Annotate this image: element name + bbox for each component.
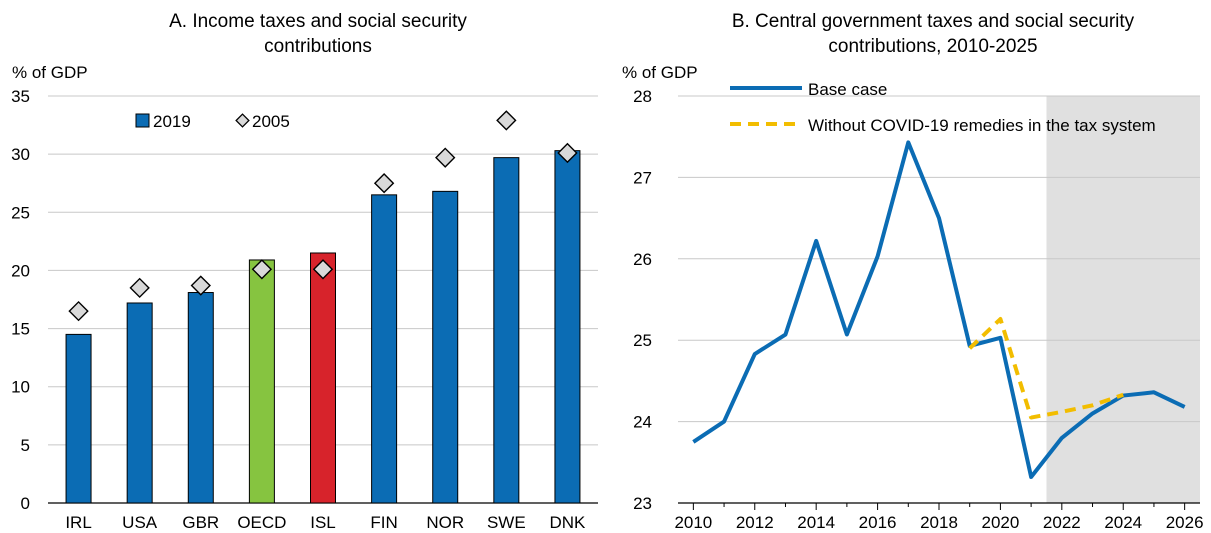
panel-b-lines <box>692 140 1186 479</box>
panel-b-y-tick-label: 25 <box>633 331 652 350</box>
panel-a-legend: 2019 2005 <box>135 112 290 131</box>
panel-b-x-tick-label: 2022 <box>1043 513 1081 532</box>
marker-2005-oecd <box>251 259 273 280</box>
panel-b-x-tick-label: 2010 <box>674 513 712 532</box>
panel-a-x-tick-label: IRL <box>65 513 91 532</box>
panel-b-x-tick-label: 2020 <box>981 513 1019 532</box>
panel-b-y-ticks: 23 24 25 26 27 28 <box>633 87 652 513</box>
panel-b-x-tick-label: 2012 <box>736 513 774 532</box>
marker-2005-usa <box>129 277 150 299</box>
panel-b-x-tick-label: 2026 <box>1166 513 1204 532</box>
panel-a-x-ticks: IRL USA GBR OECD ISL FIN NOR SWE DNK <box>65 513 586 532</box>
panel-a-y-tick-label: 20 <box>11 261 30 280</box>
panel-b-legend: Base case Without COVID-19 remedies in t… <box>730 80 1156 135</box>
panel-a: A. Income taxes and social security cont… <box>11 11 598 532</box>
panel-a-x-tick-label: NOR <box>426 513 464 532</box>
panel-a-x-tick-label: SWE <box>487 513 526 532</box>
panel-a-x-tick-label: DNK <box>549 513 586 532</box>
bar-2019-irl <box>65 333 92 504</box>
panel-b-y-tick-label: 24 <box>633 413 652 432</box>
panel-a-y-tick-label: 0 <box>21 494 30 513</box>
legend-2019-swatch <box>135 113 150 128</box>
bar-2019-fin <box>371 194 398 504</box>
legend-without-covid-label: Without COVID-19 remedies in the tax sys… <box>808 116 1156 135</box>
marker-2005-irl <box>68 300 89 322</box>
panel-b-title-line-1: B. Central government taxes and social s… <box>732 11 1135 32</box>
panel-b: B. Central government taxes and social s… <box>622 11 1204 532</box>
panel-b-title-line-2: contributions, 2010-2025 <box>828 36 1037 57</box>
marker-2005-dnk <box>557 142 578 164</box>
panel-a-y-tick-label: 30 <box>11 145 30 164</box>
panel-a-y-tick-label: 35 <box>11 87 30 106</box>
panel-a-y-tick-label: 25 <box>11 203 30 222</box>
marker-2005-fin <box>373 173 395 194</box>
bar-2019-isl <box>310 252 336 504</box>
legend-2005-label: 2005 <box>252 112 290 131</box>
marker-2005-gbr <box>190 275 211 296</box>
legend-2005-swatch <box>235 113 250 128</box>
panel-a-markers <box>68 110 578 322</box>
bar-2019-oecd <box>248 259 275 504</box>
panel-a-y-tick-label: 10 <box>11 378 30 397</box>
panel-b-x-tick-label: 2016 <box>859 513 897 532</box>
panel-a-bars <box>65 150 581 504</box>
panel-a-x-tick-label: USA <box>122 513 158 532</box>
panel-a-y-tick-label: 5 <box>21 436 30 455</box>
bar-2019-dnk <box>554 150 581 504</box>
line-base-case <box>692 140 1186 479</box>
panel-b-y-tick-label: 28 <box>633 87 652 106</box>
panel-b-x-tick-label: 2018 <box>920 513 958 532</box>
panel-a-title-line-2: contributions <box>264 36 372 57</box>
bar-2019-swe <box>493 157 520 504</box>
panel-b-y-unit: % of GDP <box>622 63 698 82</box>
legend-2019-label: 2019 <box>153 112 191 131</box>
panel-b-y-tick-label: 26 <box>633 250 652 269</box>
panel-a-x-tick-label: FIN <box>370 513 397 532</box>
panel-a-x-tick-label: OECD <box>237 513 286 532</box>
panel-b-y-tick-label: 27 <box>633 168 652 187</box>
bar-2019-gbr <box>187 292 214 504</box>
bar-2019-usa <box>126 302 153 504</box>
panel-b-y-tick-label: 23 <box>633 494 652 513</box>
panel-b-x-ticks: 2010 2012 2014 2016 2018 2020 2022 2024 2026 <box>674 503 1204 532</box>
marker-2005-nor <box>435 147 456 168</box>
panel-b-x-tick-label: 2024 <box>1104 513 1142 532</box>
panel-b-gridlines <box>678 95 1200 504</box>
panel-a-x-tick-label: GBR <box>182 513 219 532</box>
panel-a-y-unit: % of GDP <box>12 63 88 82</box>
marker-2005-swe <box>496 110 517 131</box>
panel-a-y-ticks: 0 5 10 15 20 25 30 35 <box>11 87 30 513</box>
panel-a-title-line-1: A. Income taxes and social security <box>169 11 467 32</box>
panel-a-x-tick-label: ISL <box>310 513 336 532</box>
legend-base-case-label: Base case <box>808 80 887 99</box>
panel-b-x-tick-label: 2014 <box>797 513 835 532</box>
panel-b-projection-shade <box>1046 96 1200 503</box>
marker-2005-isl <box>312 259 334 280</box>
panel-a-y-tick-label: 15 <box>11 320 30 339</box>
bar-2019-nor <box>432 190 459 504</box>
